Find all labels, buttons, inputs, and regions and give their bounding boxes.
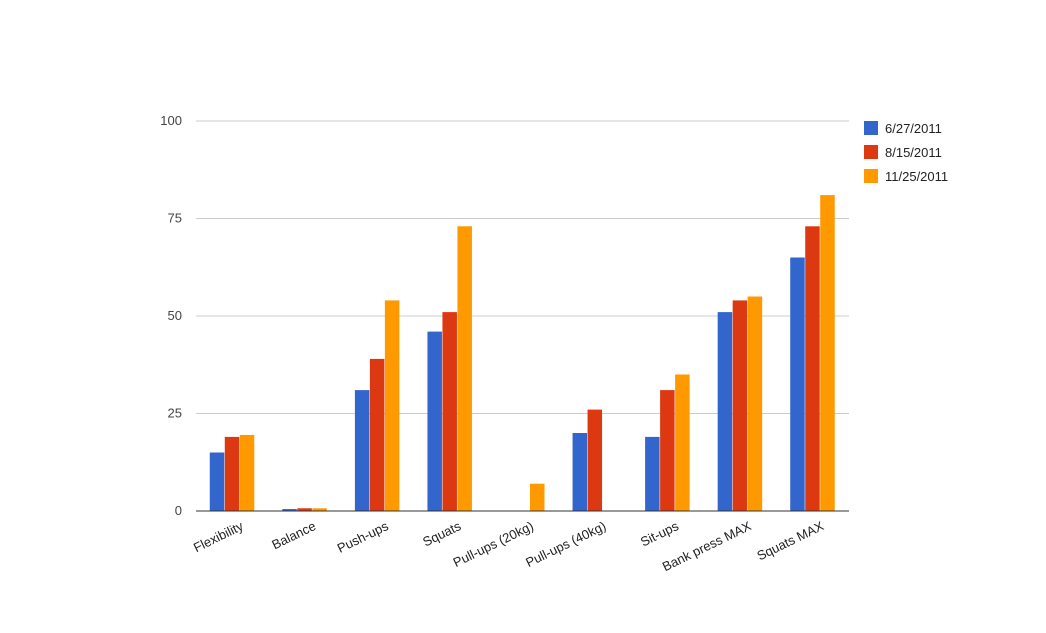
legend-swatch — [864, 121, 878, 135]
bar — [354, 390, 370, 511]
bar — [384, 300, 400, 511]
y-tick-label: 75 — [168, 211, 182, 226]
x-tick-label: Sit-ups — [638, 518, 681, 549]
bar — [805, 226, 820, 512]
y-tick-label: 25 — [168, 406, 182, 421]
bar — [645, 436, 660, 511]
legend-label: 11/25/2011 — [885, 169, 948, 184]
x-tick-label: Pull-ups (40kg) — [523, 518, 608, 570]
x-tick-label: Pull-ups (20kg) — [451, 518, 536, 570]
bar — [587, 409, 603, 511]
x-tick-label: Flexibility — [191, 518, 246, 555]
y-tick-label: 0 — [175, 503, 182, 518]
bar — [717, 312, 733, 511]
x-tick-label: Squats — [420, 518, 463, 549]
bar — [457, 226, 472, 512]
bar — [209, 452, 225, 511]
bar — [442, 312, 457, 511]
legend: 6/27/2011 8/15/2011 11/25/2011 — [864, 121, 948, 184]
x-axis-labels: Flexibility Balance Push-ups SquatsPull-ups… — [191, 518, 826, 574]
bar — [675, 374, 690, 511]
bar — [790, 257, 805, 511]
legend-swatch — [864, 169, 878, 183]
bar — [369, 358, 385, 511]
y-tick-label: 50 — [168, 308, 182, 323]
legend-label: 6/27/2011 — [885, 121, 942, 136]
x-tick-label: Push-ups — [335, 518, 391, 556]
x-tick-label: Squats MAX — [755, 518, 827, 563]
legend-swatch — [864, 145, 878, 159]
y-axis-ticks: 0 25 50 75 100 — [160, 113, 182, 518]
bar — [572, 433, 588, 511]
bars — [209, 195, 835, 512]
bar — [660, 390, 675, 511]
bar — [297, 508, 312, 511]
bar — [312, 508, 327, 511]
bar — [224, 436, 240, 511]
x-tick-label: Balance — [269, 518, 318, 552]
bar — [530, 483, 545, 511]
bar — [820, 195, 835, 511]
y-tick-label: 100 — [160, 113, 182, 128]
bar — [732, 300, 748, 511]
bar — [239, 434, 255, 511]
bar — [747, 296, 763, 511]
legend-label: 8/15/2011 — [885, 145, 942, 160]
bar — [427, 331, 442, 511]
bar — [282, 509, 297, 511]
